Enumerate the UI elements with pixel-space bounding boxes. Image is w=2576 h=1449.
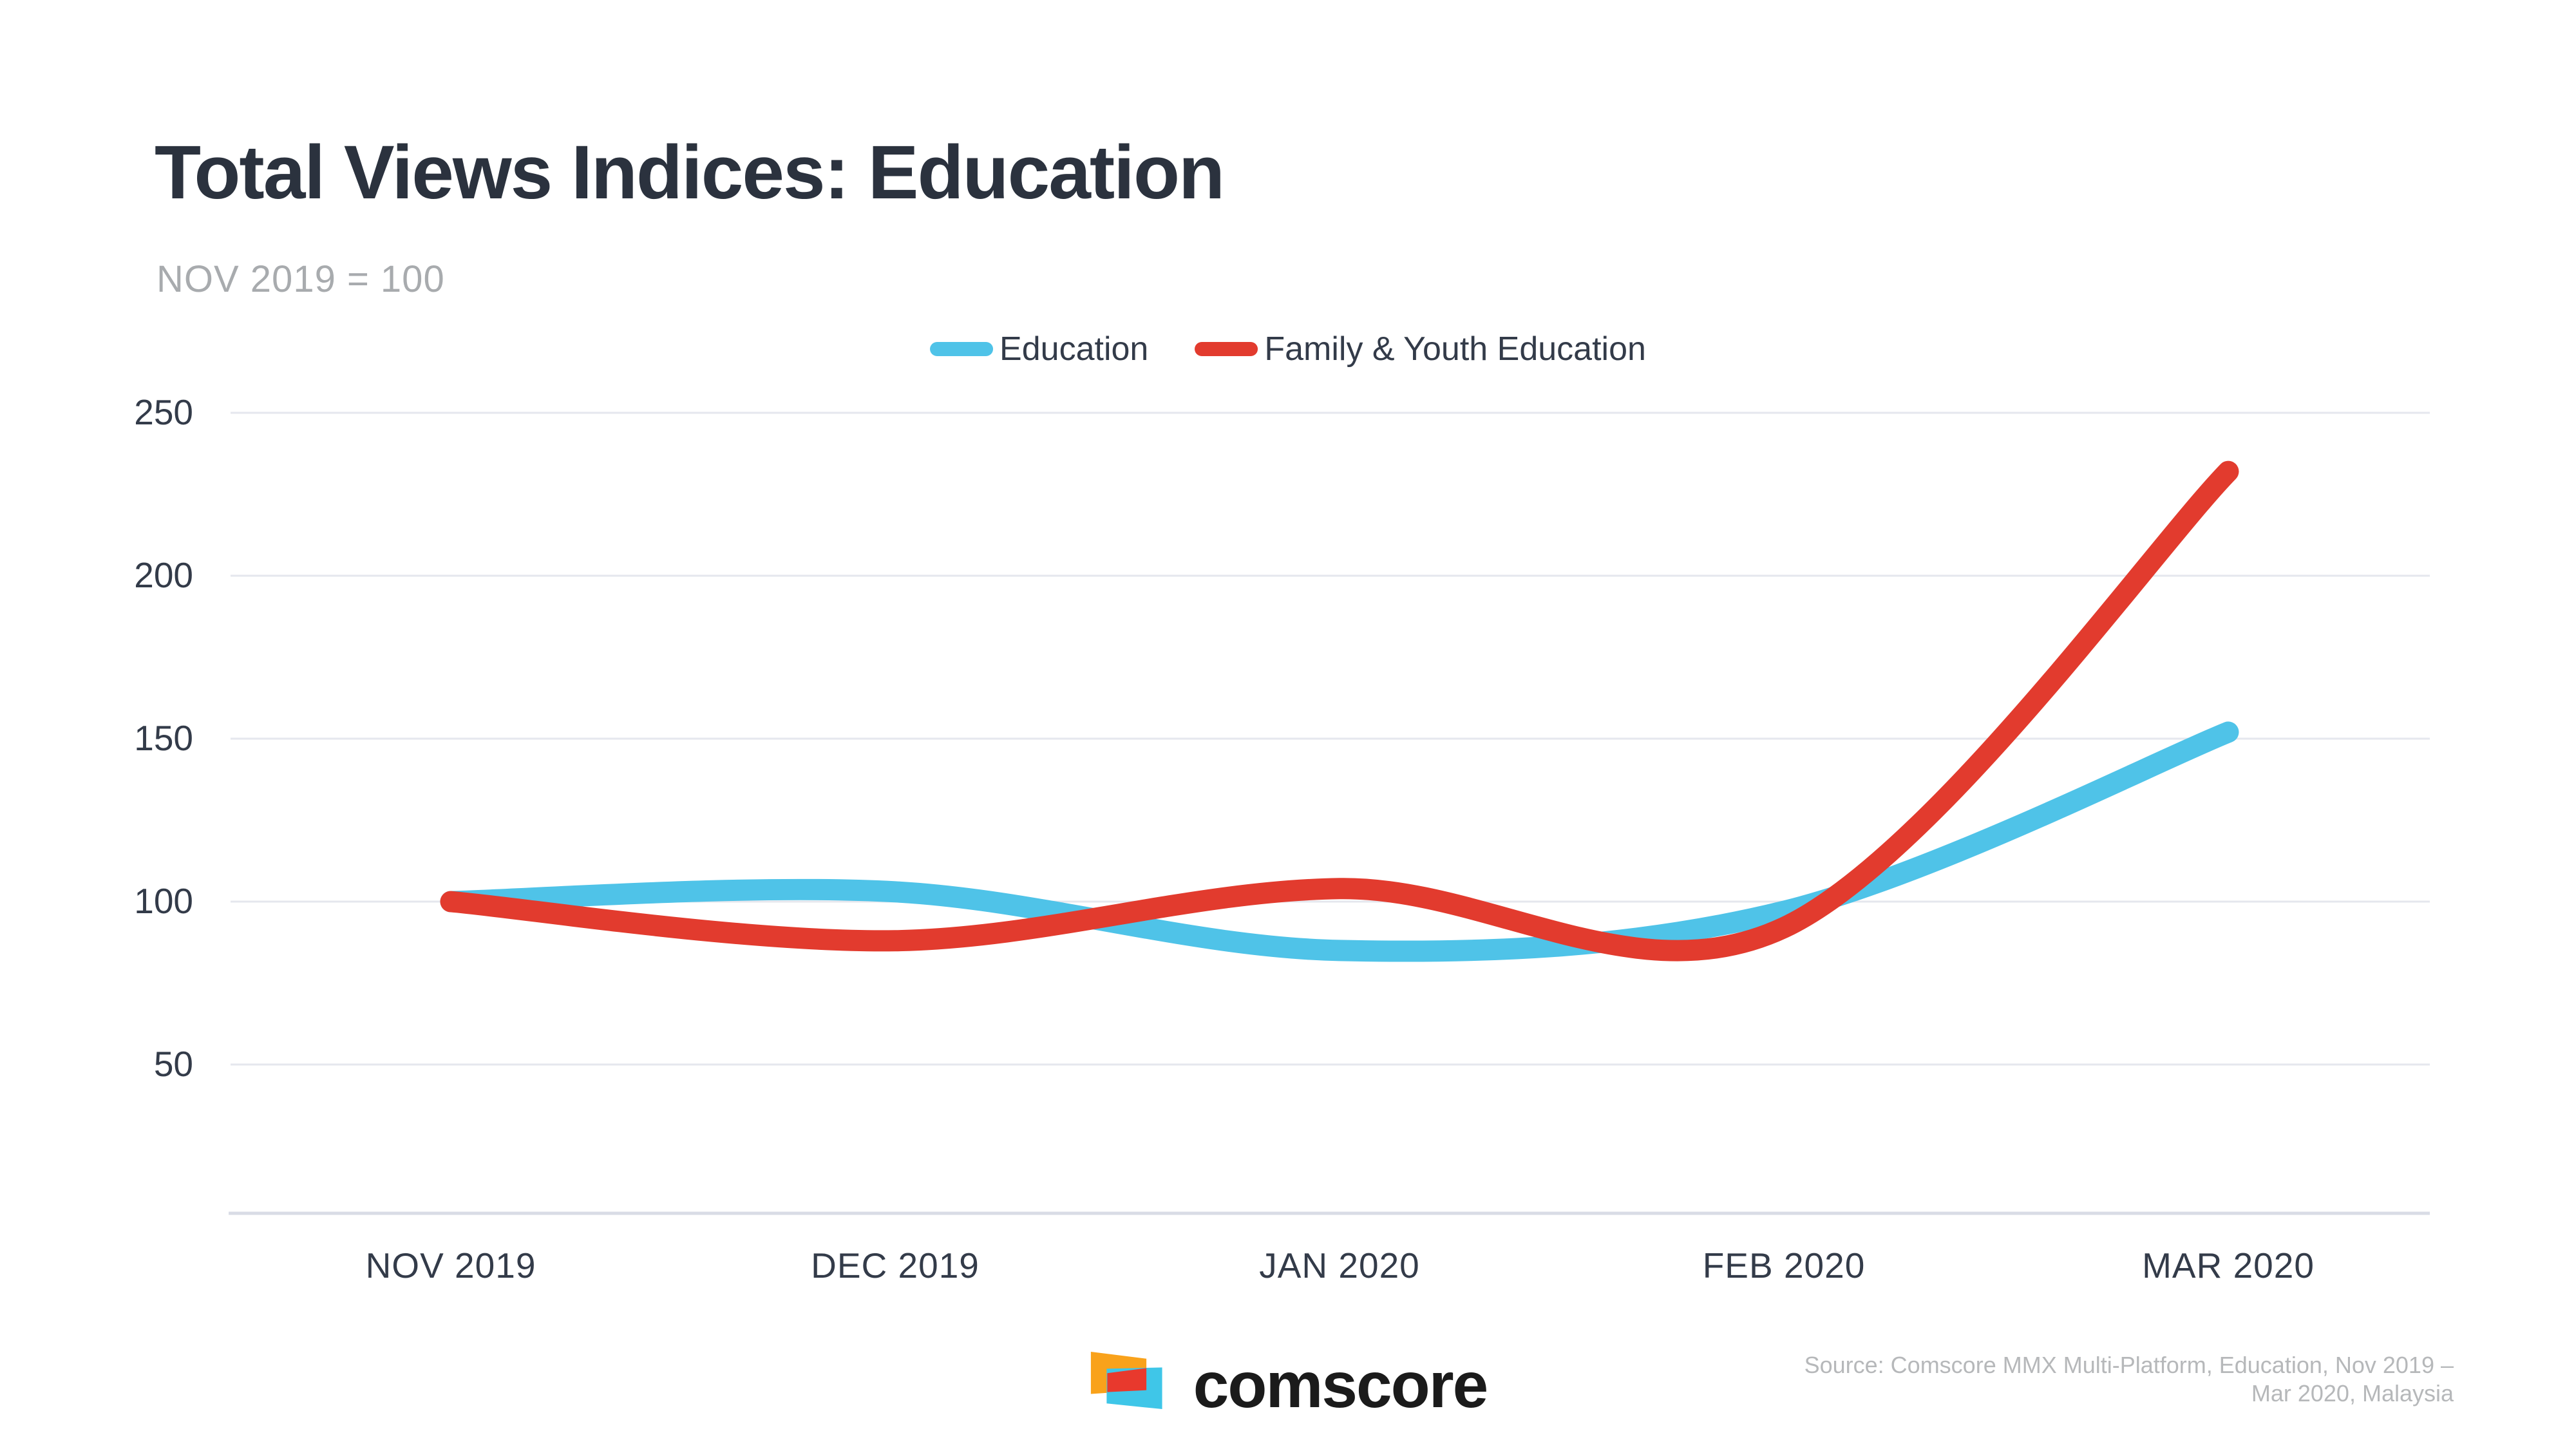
comscore-logo-mark-icon [1090, 1351, 1162, 1409]
source-note: Source: Comscore MMX Multi-Platform, Edu… [1804, 1351, 2454, 1408]
comscore-logo: comscore [1089, 1343, 1488, 1421]
y-tick-label-250: 250 [134, 392, 193, 432]
x-tick-label-mar-2020: MAR 2020 [2142, 1245, 2315, 1285]
legend-label-education: Education [999, 330, 1149, 368]
source-line-2: Mar 2020, Malaysia [2251, 1380, 2454, 1406]
y-tick-label-150: 150 [134, 718, 193, 758]
x-tick-label-jan-2020: JAN 2020 [1259, 1245, 1420, 1285]
y-tick-label-100: 100 [134, 881, 193, 921]
legend-swatch-family-youth-education [1195, 342, 1258, 356]
legend-item-education: Education [930, 330, 1148, 368]
chart-title: Total Views Indices: Education [155, 130, 1225, 215]
y-tick-label-200: 200 [134, 555, 193, 595]
source-line-1: Source: Comscore MMX Multi-Platform, Edu… [1804, 1352, 2454, 1378]
legend: Education Family & Youth Education [930, 330, 1646, 368]
series-line-family-youth-education [440, 460, 2239, 961]
legend-label-family-youth-education: Family & Youth Education [1264, 330, 1646, 368]
x-tick-label-nov-2019: NOV 2019 [365, 1245, 536, 1285]
comscore-wordmark: comscore [1193, 1349, 1488, 1421]
y-tick-label-50: 50 [153, 1044, 193, 1084]
legend-swatch-education [930, 342, 994, 356]
chart-subtitle: NOV 2019 = 100 [156, 258, 445, 300]
series-line-education [440, 721, 2239, 962]
x-tick-label-dec-2019: DEC 2019 [811, 1245, 980, 1285]
legend-item-family-youth-education: Family & Youth Education [1195, 330, 1646, 368]
x-tick-label-feb-2020: FEB 2020 [1702, 1245, 1866, 1285]
